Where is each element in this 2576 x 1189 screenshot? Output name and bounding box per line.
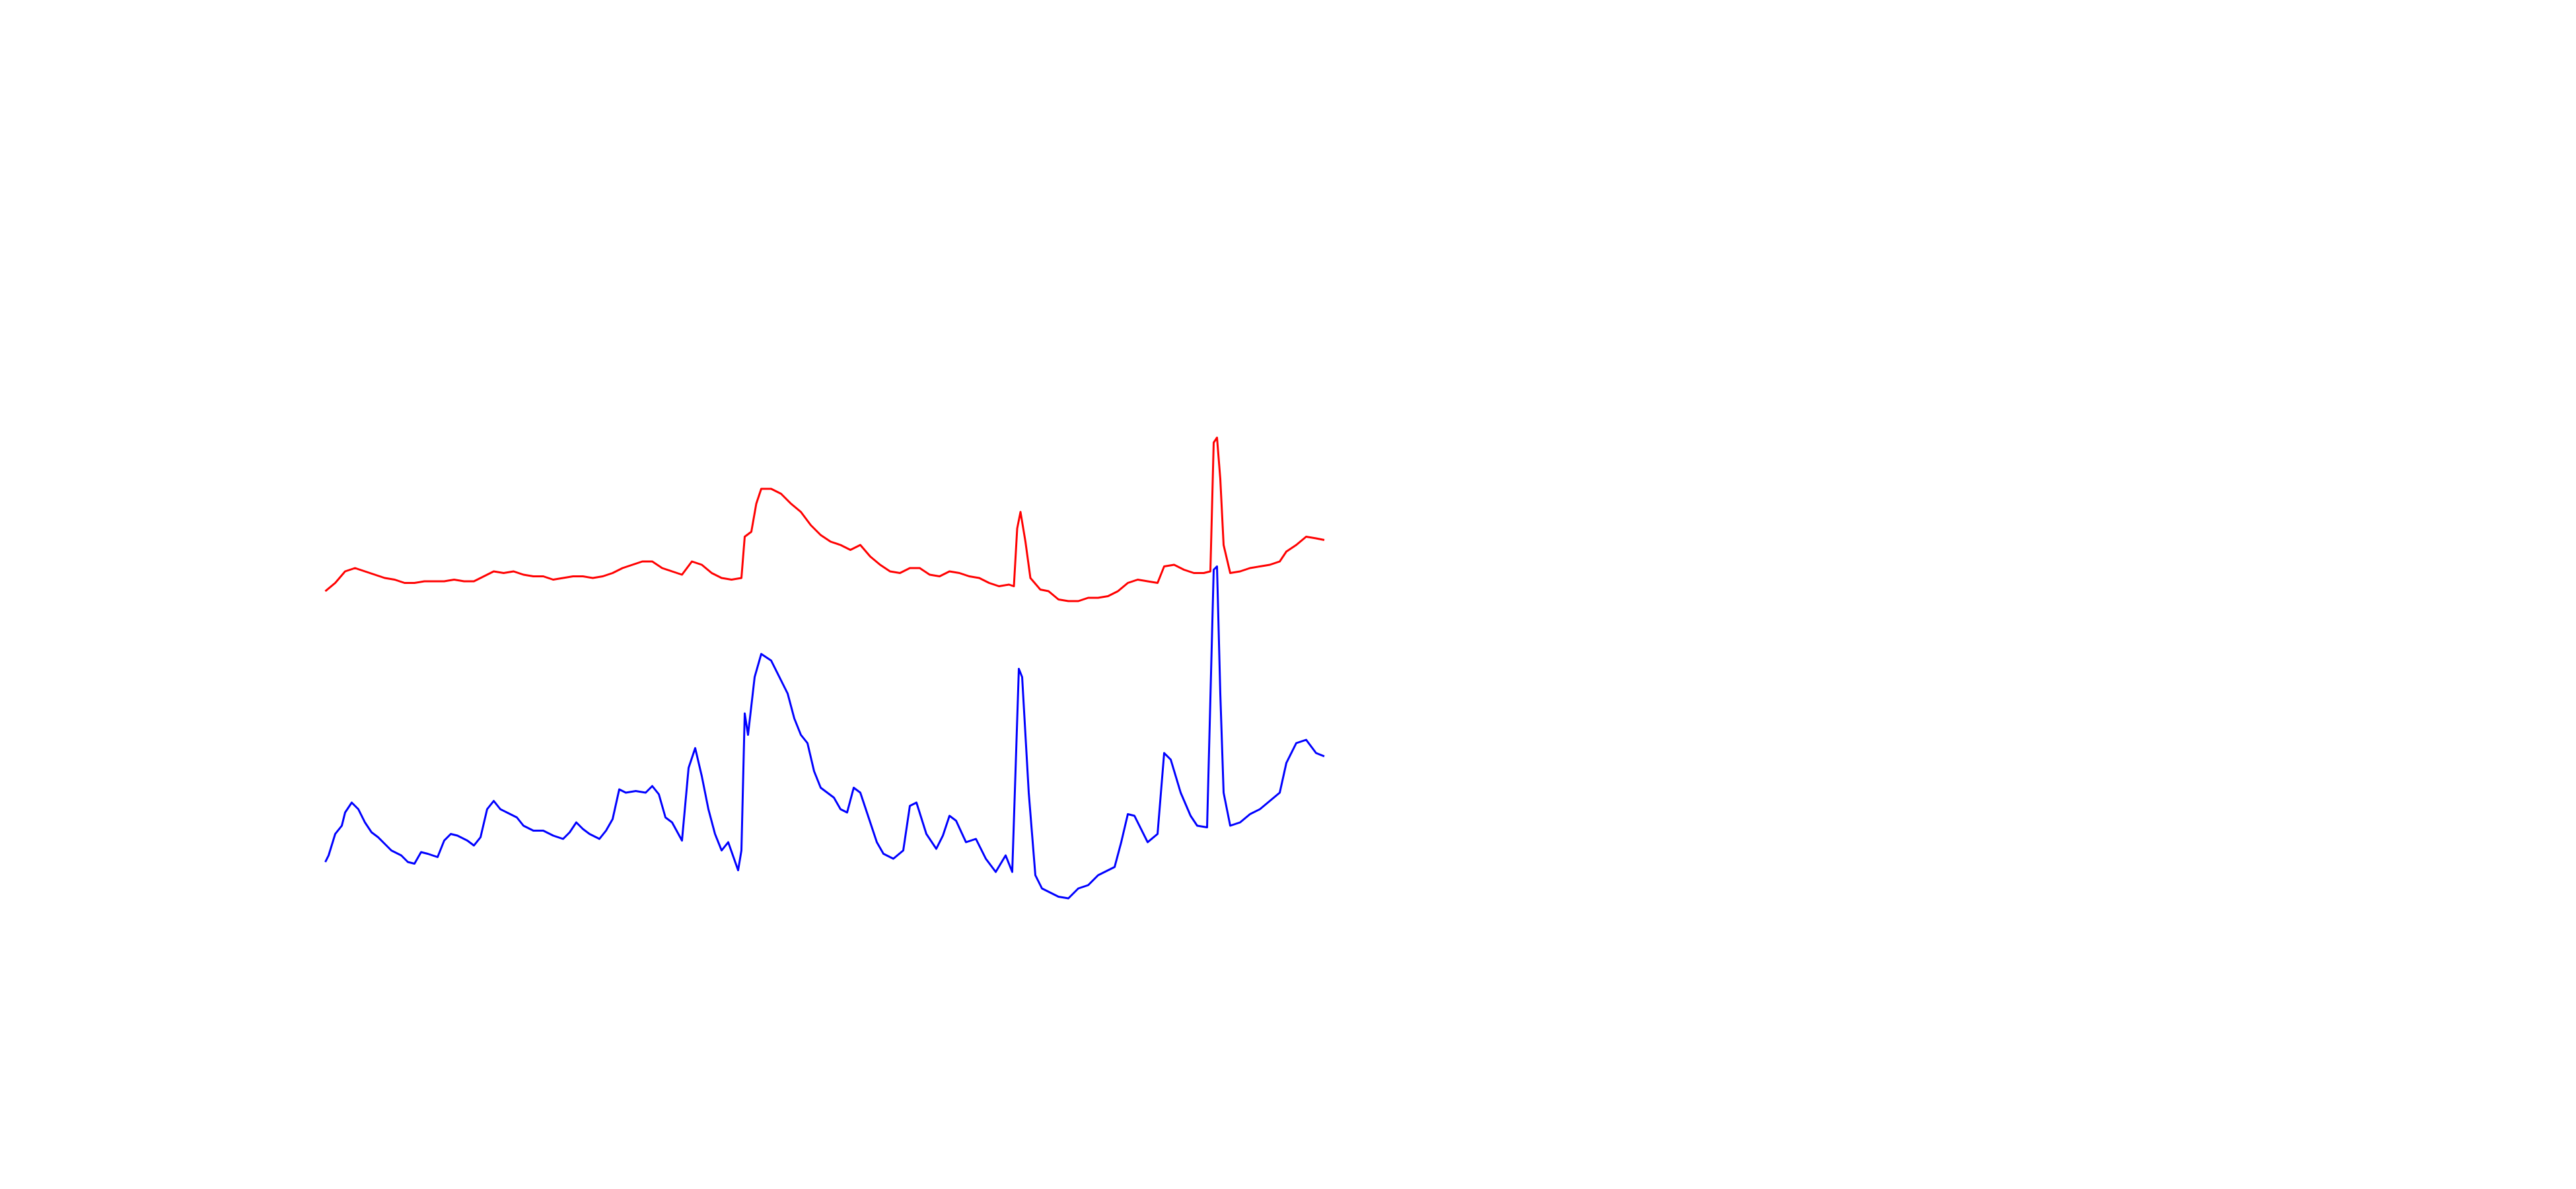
line-series (324, 437, 1325, 602)
line-series (324, 565, 1325, 900)
